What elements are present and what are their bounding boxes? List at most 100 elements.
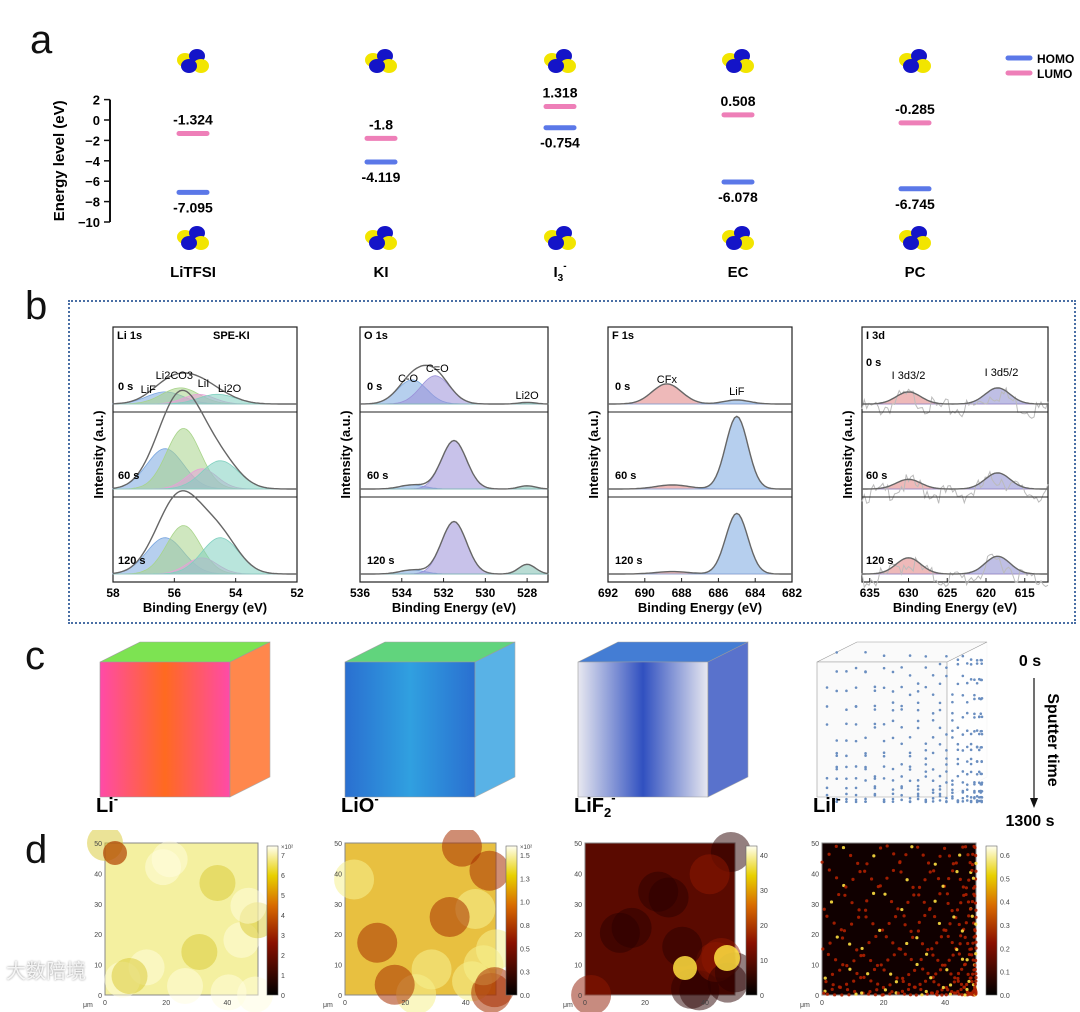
ion-dot (882, 686, 886, 690)
homo-value-label: -6.078 (718, 189, 758, 205)
heatmap-blob (845, 964, 849, 968)
heatmap-blob (947, 958, 951, 962)
heatmap-blob (890, 990, 894, 994)
y-tick-label: 50 (334, 841, 342, 848)
heatmap-blob (945, 892, 950, 896)
ion-dot (980, 697, 984, 700)
heatmap-blob (926, 947, 930, 952)
ion-dot (891, 708, 895, 712)
heatmap-blob (914, 993, 918, 997)
ion-dot (924, 748, 928, 752)
ion-dot (969, 762, 973, 766)
ion-dot (854, 776, 858, 780)
heatmap-blob (441, 830, 482, 867)
ion-dot (969, 678, 973, 681)
ion-dot (845, 708, 848, 711)
ion-dot (908, 674, 912, 677)
cube-front-face (816, 661, 948, 798)
heatmap-blob (947, 854, 952, 858)
heatmap-blob (948, 992, 953, 996)
heatmap-blob (850, 901, 854, 905)
heatmap-blob (966, 941, 970, 946)
heatmap-blob (955, 869, 959, 874)
heatmap-blob (965, 982, 969, 987)
heatmap-blob (865, 862, 869, 866)
ion-dot (873, 775, 877, 778)
heatmap-blob (964, 892, 968, 897)
cube-label: Li- (96, 791, 118, 817)
heatmap-blob (872, 967, 877, 972)
ion-dot (900, 704, 903, 708)
heatmap-blob (885, 844, 889, 848)
heatmap-blob (973, 901, 978, 905)
ion-dot (835, 739, 839, 742)
y-tick-label: 0 (338, 993, 342, 1000)
ion-dot (864, 650, 867, 654)
heatmap-blob (962, 985, 966, 989)
xps-plot-i-3d: 0 s 60 s 120 s I 3d I 3d3/2 I 3d5/2 635 630 625 6… (840, 326, 1049, 615)
heatmap-blob (822, 907, 826, 911)
ion-dot (900, 725, 903, 729)
ion-dot (938, 682, 942, 686)
heatmap-blob (863, 869, 867, 873)
ion-dot (864, 767, 867, 771)
heatmap-blob (469, 850, 510, 891)
heatmap-blob (912, 893, 916, 897)
colorbar (985, 845, 998, 996)
ion-dot (900, 708, 903, 711)
ion-dot (825, 705, 829, 708)
colorbar-tick-label: 0.8 (520, 923, 530, 930)
ion-dot (845, 777, 848, 780)
ion-dot (891, 767, 895, 771)
lobe (181, 236, 197, 250)
x-tick-label: 536 (350, 586, 370, 600)
heatmap-blob (930, 947, 934, 951)
ion-dot (835, 651, 839, 654)
homo-orbital-icon (177, 226, 209, 250)
heatmap-blob (833, 958, 838, 962)
y-tick-label: −4 (85, 154, 101, 169)
ion-dot (882, 765, 886, 768)
heatmap-blob (901, 979, 905, 984)
ion-dot (908, 693, 912, 697)
heatmap-blob (599, 912, 640, 953)
homo-orbital-icon (365, 226, 397, 250)
heatmap-blob (838, 985, 842, 989)
ion-dot (931, 800, 935, 803)
heatmap-2: 0 10 20 30 40 50 0 20 40 μm 0 10 20 30 40 (563, 832, 768, 1012)
heatmap-blob (903, 923, 907, 927)
y-tick-label: 20 (334, 932, 342, 939)
ion-dot (931, 712, 935, 715)
heatmap-blob (926, 971, 930, 975)
colorbar-exponent: ×10² (281, 845, 293, 851)
heatmap-blob (900, 989, 905, 993)
ion-dot (854, 723, 858, 726)
y-tick-label: −10 (78, 215, 100, 230)
heatmap-blob (869, 958, 873, 963)
ion-dot (882, 722, 886, 726)
panel-label-c: c (25, 634, 45, 678)
y-axis-label: Intensity (a.u.) (840, 410, 855, 498)
lumo-orbital-icon (365, 49, 397, 73)
heatmap-blob (965, 993, 970, 997)
heatmap-blob (923, 979, 928, 983)
lumo-orbital-icon (722, 49, 754, 73)
heatmap-blob (968, 907, 973, 911)
heatmap-blob (863, 908, 868, 912)
lumo-value-label: -1.324 (173, 112, 213, 128)
colorbar-tick-label: 0.1 (1000, 970, 1010, 977)
ion-dot (916, 788, 920, 791)
ion-dot (864, 754, 867, 757)
x-tick-label: 0 (103, 1000, 107, 1007)
heatmap-blob (880, 928, 885, 932)
ion-dot (864, 765, 867, 769)
heatmap-blob (852, 959, 856, 963)
heatmap-blob (924, 952, 929, 956)
heatmap-blob (950, 990, 954, 994)
colorbar-tick-label: 0.0 (1000, 993, 1010, 1000)
ion-dot (975, 760, 979, 763)
ion-dot (873, 785, 877, 788)
ion-dot (980, 759, 983, 763)
heatmap-blob (847, 993, 851, 997)
heatmap-blob (971, 958, 975, 962)
